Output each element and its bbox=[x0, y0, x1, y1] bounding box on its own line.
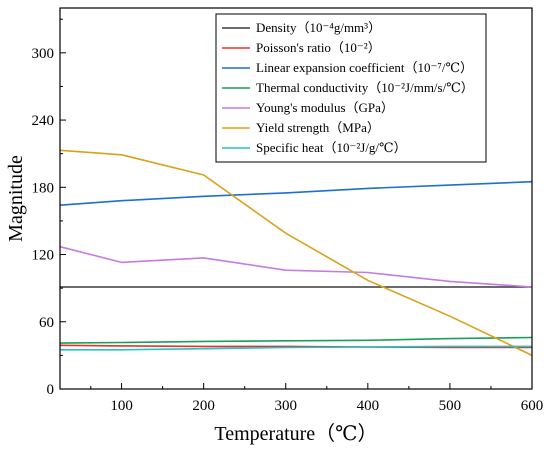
x-tick-label: 500 bbox=[439, 398, 462, 414]
plot-frame bbox=[59, 7, 533, 390]
y-axis-title: Magnitude bbox=[5, 155, 27, 242]
y-tick-label: 180 bbox=[32, 180, 55, 196]
y-tick-label: 0 bbox=[47, 382, 55, 398]
axis-ticks: 100 200 300 400 500 600 0 60 120 180 240 300 bbox=[32, 18, 544, 414]
x-tick-label: 300 bbox=[274, 398, 297, 414]
legend-label-5: Yield strength（MPa） bbox=[256, 120, 380, 135]
series-line-3 bbox=[59, 336, 533, 344]
series-layer bbox=[59, 149, 533, 357]
x-tick-label: 200 bbox=[192, 398, 215, 414]
x-tick-label: 400 bbox=[357, 398, 380, 414]
legend-label-0: Density（10⁻⁴g/mm³） bbox=[256, 20, 381, 35]
series-line-2 bbox=[59, 180, 533, 206]
legend-box bbox=[215, 13, 487, 163]
legend-label-4: Young's modulus（GPa） bbox=[256, 100, 394, 115]
legend-label-6: Specific heat（10⁻²J/g/℃） bbox=[256, 140, 407, 155]
x-tick-label: 100 bbox=[110, 398, 133, 414]
y-tick-label: 120 bbox=[32, 248, 55, 264]
series-line-6 bbox=[60, 345, 532, 351]
x-axis-title: Temperature（℃） bbox=[214, 422, 377, 445]
x-tick-label: 600 bbox=[521, 398, 544, 414]
y-tick-label: 240 bbox=[32, 113, 55, 129]
legend: Density（10⁻⁴g/mm³） Poisson's ratio（10⁻²） L… bbox=[215, 13, 487, 163]
series-line-5 bbox=[59, 149, 533, 357]
legend-label-1: Poisson's ratio（10⁻²） bbox=[256, 40, 381, 55]
legend-label-2: Linear expansion coefficient（10⁻⁷/℃） bbox=[256, 60, 473, 75]
y-tick-label: 60 bbox=[39, 315, 54, 331]
series-line-1 bbox=[59, 344, 532, 349]
legend-label-3: Thermal conductivity（10⁻²J/mm/s/℃） bbox=[256, 80, 474, 95]
y-tick-label: 300 bbox=[32, 46, 55, 62]
series-line-4 bbox=[59, 245, 533, 288]
